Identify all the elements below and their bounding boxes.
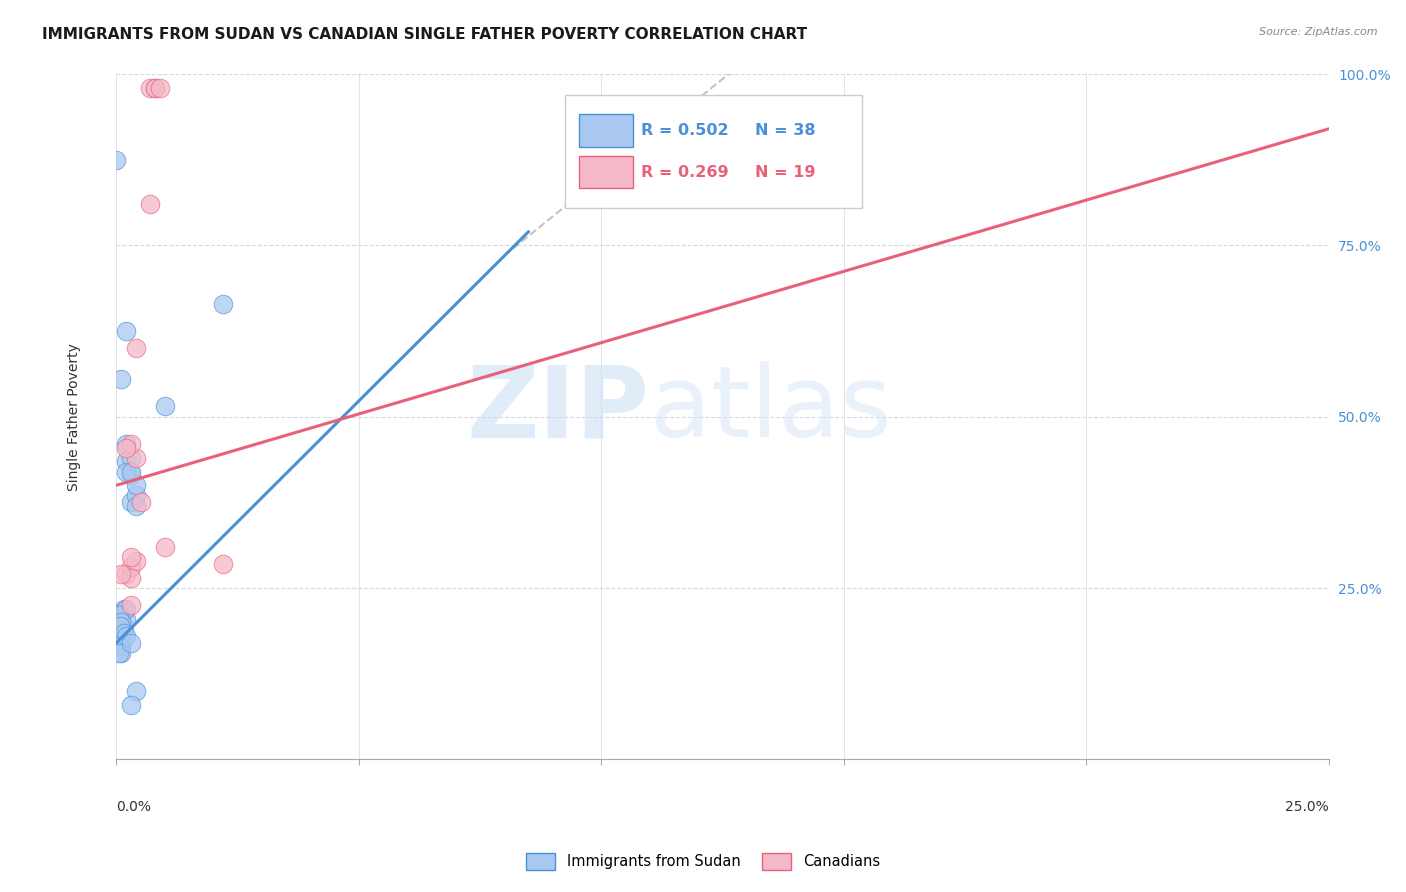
Point <box>110 640 132 654</box>
Text: R = 0.502: R = 0.502 <box>641 123 728 138</box>
Text: R = 0.269: R = 0.269 <box>641 164 728 179</box>
Text: ZIP: ZIP <box>467 361 650 458</box>
Point <box>112 625 135 640</box>
Text: Single Father Poverty: Single Father Poverty <box>67 343 82 491</box>
Point <box>107 646 129 660</box>
Text: 25.0%: 25.0% <box>1285 800 1329 814</box>
Point <box>120 465 142 479</box>
Point <box>115 612 138 626</box>
Legend: Immigrants from Sudan, Canadians: Immigrants from Sudan, Canadians <box>520 847 886 876</box>
Point <box>107 632 129 647</box>
Point <box>115 324 138 338</box>
Point <box>125 341 148 355</box>
Point <box>139 80 162 95</box>
Point <box>143 80 166 95</box>
Point <box>153 400 176 414</box>
Text: N = 38: N = 38 <box>755 123 815 138</box>
Text: Source: ZipAtlas.com: Source: ZipAtlas.com <box>1260 27 1378 37</box>
Point <box>120 495 142 509</box>
Point <box>110 372 132 386</box>
Point <box>120 698 142 712</box>
Text: 0.0%: 0.0% <box>117 800 152 814</box>
Point <box>120 450 142 465</box>
Point <box>110 567 132 582</box>
Point <box>107 640 129 654</box>
Text: N = 19: N = 19 <box>755 164 815 179</box>
Point <box>129 495 152 509</box>
Point <box>125 553 148 567</box>
Point <box>125 488 148 502</box>
Point <box>110 618 132 632</box>
Point <box>110 615 132 630</box>
Point <box>110 608 132 623</box>
Point <box>115 437 138 451</box>
FancyBboxPatch shape <box>565 95 862 208</box>
Point <box>110 625 132 640</box>
Point <box>112 618 135 632</box>
FancyBboxPatch shape <box>579 155 633 188</box>
Point <box>153 540 176 554</box>
Point <box>115 601 138 615</box>
Point <box>143 80 166 95</box>
Point <box>212 296 235 310</box>
Point <box>125 683 148 698</box>
Point <box>125 499 148 513</box>
Point <box>120 598 142 612</box>
Point <box>110 632 132 647</box>
Point <box>149 80 172 95</box>
Point <box>110 618 132 632</box>
Point <box>120 550 142 565</box>
Text: IMMIGRANTS FROM SUDAN VS CANADIAN SINGLE FATHER POVERTY CORRELATION CHART: IMMIGRANTS FROM SUDAN VS CANADIAN SINGLE… <box>42 27 807 42</box>
Point <box>115 567 138 582</box>
Point <box>112 601 135 615</box>
Point <box>115 454 138 468</box>
Point <box>125 450 148 465</box>
Point <box>105 153 128 167</box>
Point <box>120 467 142 482</box>
Point <box>120 560 142 574</box>
Point <box>115 441 138 455</box>
Point <box>120 437 142 451</box>
Point <box>115 465 138 479</box>
Point <box>125 478 148 492</box>
Point <box>111 605 134 619</box>
Point <box>110 636 132 650</box>
Point <box>110 646 132 660</box>
Point <box>212 557 235 571</box>
Point <box>120 636 142 650</box>
Point <box>139 197 162 211</box>
Text: atlas: atlas <box>650 361 891 458</box>
Point <box>107 608 129 623</box>
FancyBboxPatch shape <box>579 114 633 147</box>
Point <box>120 571 142 585</box>
Point <box>115 629 138 643</box>
